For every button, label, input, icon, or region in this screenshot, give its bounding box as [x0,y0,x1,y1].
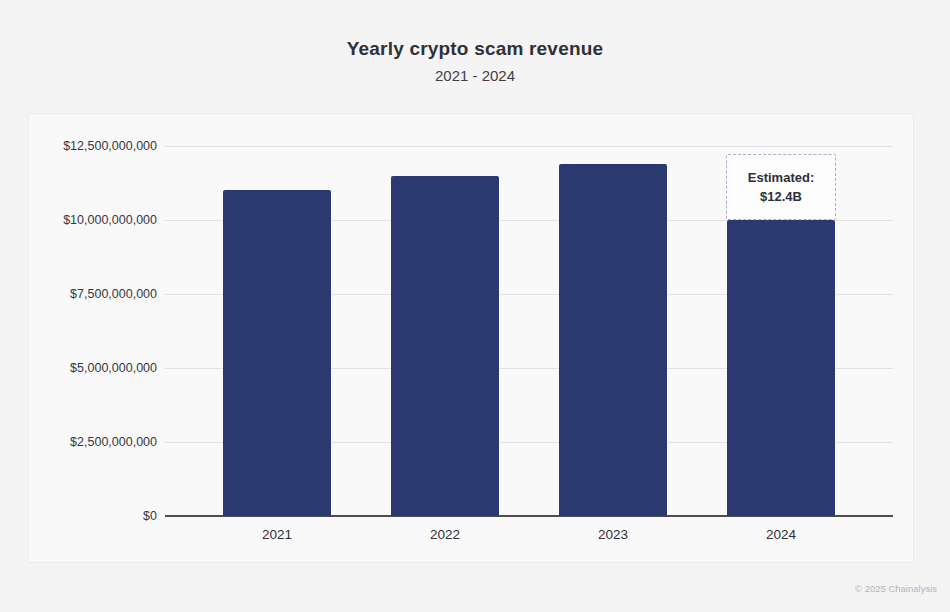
bar-2021 [223,190,331,516]
x-axis-tick-label: 2022 [385,527,505,542]
y-axis-tick-label: $7,500,000,000 [35,287,157,301]
y-axis-tick-label: $0 [35,509,157,523]
bar-2023 [559,164,667,516]
annotation-line: Estimated: [748,170,814,185]
source-credit: © 2025 Chainalysis [855,583,937,594]
y-axis-tick-label: $12,500,000,000 [35,139,157,153]
y-axis-tick-label: $2,500,000,000 [35,435,157,449]
bar-2022 [391,176,499,516]
bar-2024 [727,220,835,516]
chart-card: $0 $2,500,000,000 $5,000,000,000 $7,500,000… [28,113,914,563]
gridline [165,146,893,147]
y-axis-tick-label: $10,000,000,000 [35,213,157,227]
annotation-line: $12.4B [760,189,802,204]
x-axis-tick-label: 2024 [721,527,841,542]
x-axis-tick-label: 2023 [553,527,673,542]
chart-header: Yearly crypto scam revenue 2021 - 2024 [0,38,950,84]
x-axis-tick-label: 2021 [217,527,337,542]
y-axis-tick-label: $5,000,000,000 [35,361,157,375]
chart-subtitle: 2021 - 2024 [0,67,950,84]
chart-title: Yearly crypto scam revenue [0,38,950,60]
estimate-annotation-box: Estimated: $12.4B [726,154,836,220]
